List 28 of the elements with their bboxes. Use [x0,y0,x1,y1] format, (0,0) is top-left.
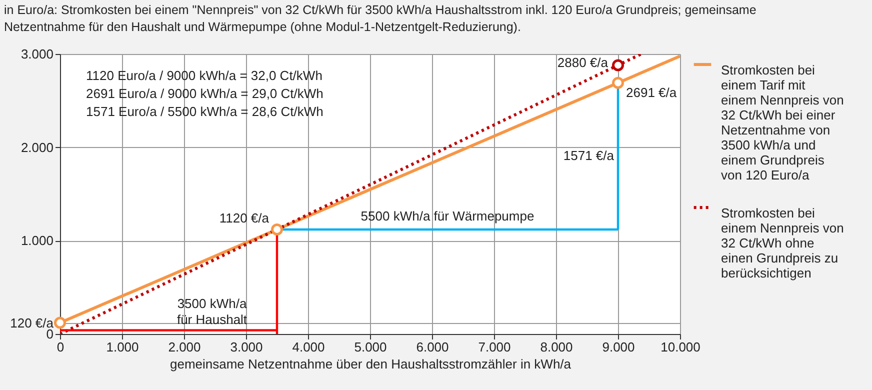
y-tick-label: 3.000 [20,46,54,62]
annotation: 1120 Euro/a / 9000 kWh/a = 32,0 Ct/kWh [86,68,322,83]
x-tick-label: 3.000 [230,340,263,354]
annotation: 2691 €/a [626,84,678,100]
y-tick-label: 2.000 [20,140,54,155]
x-tick-label: 9.000 [602,340,635,354]
x-tick-label: 8.000 [540,340,573,354]
annotation: 1571 €/a [563,148,615,164]
annotation: 2691 Euro/a / 9000 kWh/a = 29,0 Ct/kWh [86,86,324,101]
chart-title: in Euro/a: Stromkosten bei einem "Nennpreis" von 32 Ct/kWh für 3500 kWh/a Haushaltsstrom inkl. 120 Euro/a Grundpreis; gemeinsame Netzentnahme für den Haushalt und Wärmepumpe (ohne Modul-1-Netzentgelt-Reduzierung). [4,2,758,36]
x-tick-label: 1.000 [106,340,139,354]
legend-label: Stromkosten bei einem Nennpreis von 32 Ct/kWh ohne einen Grundpreis zu berücksichtigen [721,206,844,280]
legend-label: Stromkosten bei einem Tarif mit einem Nennpreis von 32 Ct/kWh bei einer Netzentnahme von 3500 kWh/a und einem Grundpreis von 120 Euro/a [721,62,844,182]
x-tick-label: 0 [56,340,64,354]
x-tick-label: 2.000 [168,340,201,354]
x-tick-label: 4.000 [292,340,325,354]
x-axis-title: gemeinsame Netzentnahme über den Haushaltsstromzähler in kWh/a [170,356,572,372]
x-tick-label: 6.000 [416,340,449,354]
x-tick-label: 7.000 [478,340,511,354]
annotation: 2880 €/a [557,55,609,70]
annotation: 3500 kWh/a [177,296,248,311]
y-tick-label: 1.000 [20,233,54,248]
annotation: 1571 Euro/a / 5500 kWh/a = 28,6 Ct/kWh [86,104,324,119]
annotation: 1120 €/a [219,210,270,226]
x-tick-label: 5.000 [354,340,387,354]
annotation: 5500 kWh/a für Wärmepumpe [360,208,534,224]
x-tick-label: 10.000 [660,340,700,354]
annotation: für Haushalt [176,312,248,327]
